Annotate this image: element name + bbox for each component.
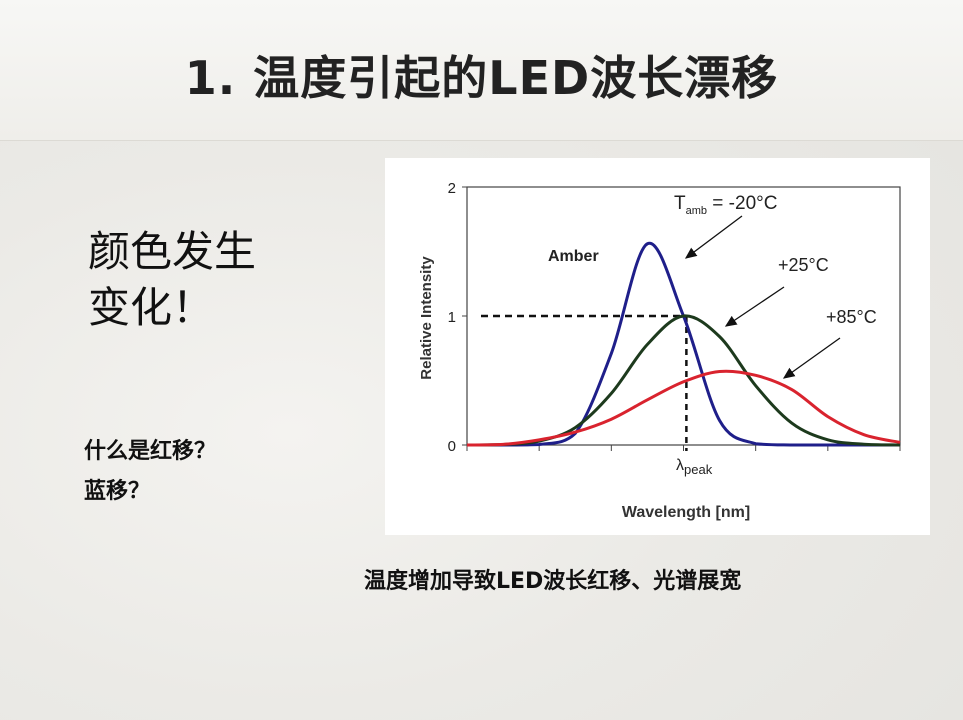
headline-line: 颜色发生 [88, 227, 257, 276]
series-line-0 [467, 241, 900, 447]
y-tick-label: 1 [448, 309, 456, 326]
arrow-plus85 [782, 337, 841, 379]
series-label-minus20: Tamb = -20°C [674, 193, 777, 217]
slide-title: 1. 温度引起的LED波长漂移 [184, 51, 779, 105]
question: 蓝移？ [84, 479, 151, 504]
arrow-plus25 [724, 286, 785, 327]
title-band [0, 0, 963, 141]
series-label-plus25: +25°C [778, 255, 829, 275]
y-tick-label: 0 [448, 438, 456, 455]
questions: 什么是红移？ 蓝移？ [84, 432, 216, 512]
y-tick-label: 2 [448, 180, 456, 197]
chart-panel [385, 158, 930, 535]
arrow-minus20 [684, 215, 743, 259]
amber-label: Amber [548, 248, 599, 265]
y-axis-label: Relative Intensity [418, 256, 435, 380]
x-axis-label: Wavelength [nm] [622, 504, 750, 521]
headline-line: 变化！ [88, 283, 215, 332]
series-line-2 [466, 369, 901, 447]
headline: 颜色发生 变化！ [88, 224, 256, 336]
question: 什么是红移？ [84, 439, 217, 464]
chart-caption: 温度增加导致LED波长红移、光谱展宽 [364, 569, 742, 594]
series-label-plus85: +85°C [826, 307, 877, 327]
lambda-peak-label: λpeak [676, 457, 713, 477]
